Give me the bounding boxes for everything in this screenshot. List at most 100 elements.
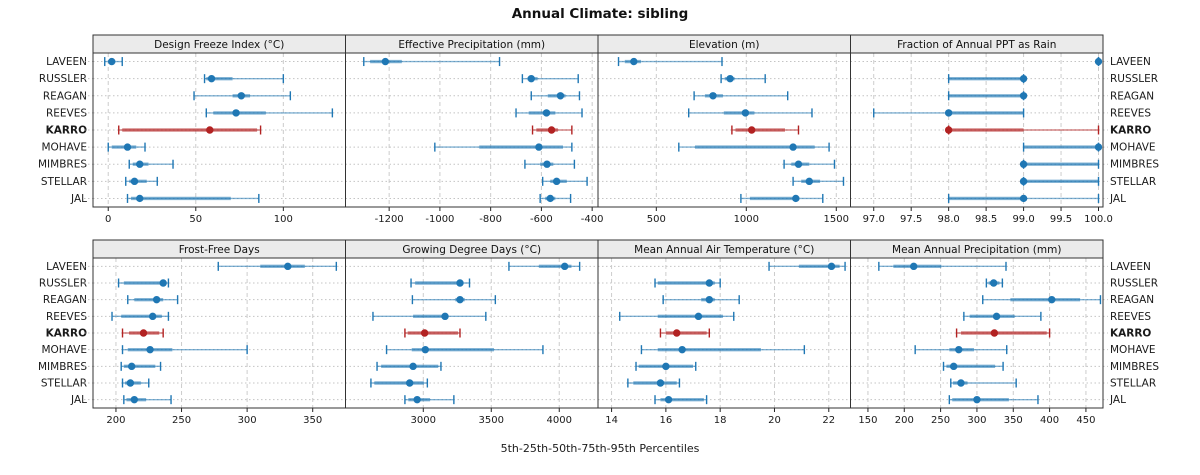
median-dot <box>543 160 551 168</box>
median-dot <box>136 194 144 203</box>
errorbar-reeves <box>619 311 735 321</box>
errorbar-jal <box>948 395 1039 405</box>
errorbar-mohave <box>121 345 248 355</box>
median-dot <box>405 379 414 387</box>
errorbar-karro <box>118 125 262 135</box>
plot-area <box>345 258 598 408</box>
station-label-right: LAVEEN <box>1110 56 1151 68</box>
median-dot <box>552 177 561 186</box>
median-dot <box>1094 143 1103 151</box>
errorbar-mimbres <box>524 159 576 169</box>
median-dot <box>910 262 918 271</box>
x-tick-label: 350 <box>303 415 322 426</box>
median-dot <box>747 126 756 134</box>
median-dot <box>420 329 429 337</box>
x-axis-caption: 5th-25th-50th-75th-95th Percentiles <box>500 442 700 455</box>
errorbar-mimbres <box>120 361 162 371</box>
errorbar-reagan <box>982 295 1102 305</box>
median-dot <box>662 362 670 371</box>
errorbar-stellar <box>792 176 845 186</box>
median-dot <box>284 262 292 271</box>
median-dot <box>1019 92 1028 100</box>
median-dot <box>705 279 714 287</box>
errorbar-karro <box>404 328 461 338</box>
station-label-right: KARRO <box>1110 125 1151 137</box>
station-label-left: JAL <box>70 394 87 406</box>
errorbar-karro <box>731 125 800 135</box>
station-label-left: STELLAR <box>41 176 87 188</box>
station-label-left: REAGAN <box>43 90 87 102</box>
median-dot <box>709 92 717 100</box>
median-dot <box>794 160 803 168</box>
errorbar-russler <box>521 74 579 84</box>
panel-title: Mean Annual Precipitation (mm) <box>892 244 1061 256</box>
median-dot <box>955 345 963 354</box>
station-label-right: LAVEEN <box>1110 261 1151 273</box>
errorbar-stellar <box>125 176 158 186</box>
median-dot <box>206 126 214 134</box>
median-dot <box>630 57 638 66</box>
errorbar-laveen <box>217 261 338 271</box>
x-tick-label: 350 <box>1004 415 1023 426</box>
median-dot <box>1019 74 1028 83</box>
median-dot <box>546 194 554 203</box>
station-label-right: MIMBRES <box>1110 159 1159 171</box>
plot-area <box>598 53 851 207</box>
median-dot <box>990 329 999 337</box>
station-label-right: MOHAVE <box>1110 344 1156 356</box>
errorbar-russler <box>203 74 285 84</box>
panel-mean-annual-air-temperature-c-: 14 16 18 20 22 Mean Annual Air Temperature (°… <box>597 239 851 426</box>
median-dot <box>136 160 144 168</box>
panel-title: Growing Degree Days (°C) <box>402 244 541 256</box>
median-dot <box>456 295 464 304</box>
panel-title: Design Freeze Index (°C) <box>154 39 284 51</box>
median-dot <box>146 345 154 354</box>
x-tick-label: -1000 <box>425 214 454 225</box>
errorbar-mohave <box>434 142 573 152</box>
figure-title: Annual Climate: sibling <box>511 6 689 22</box>
errorbar-reagan <box>530 91 581 101</box>
x-tick-label: 3000 <box>411 415 436 426</box>
median-dot <box>237 92 246 100</box>
x-tick-label: 500 <box>647 214 666 225</box>
errorbar-reagan <box>193 91 292 101</box>
x-tick-label: 100.0 <box>1084 214 1113 225</box>
station-label-left: MIMBRES <box>38 361 87 373</box>
x-tick-label: 97.0 <box>863 214 885 225</box>
median-dot <box>409 362 417 371</box>
median-dot <box>123 143 132 151</box>
median-dot <box>673 329 681 337</box>
x-tick-label: 200 <box>106 415 125 426</box>
x-tick-label: 400 <box>1040 415 1059 426</box>
x-tick-label: 150 <box>858 415 877 426</box>
station-label-left: LAVEEN <box>46 261 87 273</box>
x-tick-label: 1500 <box>824 214 849 225</box>
median-dot <box>792 194 800 203</box>
station-label-right: REAGAN <box>1110 294 1154 306</box>
plot-area <box>598 258 851 408</box>
errorbar-russler <box>117 278 170 288</box>
errorbar-mimbres <box>942 361 1004 371</box>
errorbar-russler <box>985 278 1004 288</box>
panel-header <box>850 239 1104 259</box>
errorbar-russler <box>720 74 766 84</box>
median-dot <box>139 329 148 337</box>
station-label-left: MOHAVE <box>41 142 87 154</box>
panel-growing-degree-days-c-: 3000 3500 4000 Growing Degree Days (°C) <box>345 239 599 426</box>
median-dot <box>1048 295 1056 304</box>
median-dot <box>944 126 953 134</box>
median-dot <box>535 143 543 151</box>
station-label-right: STELLAR <box>1110 176 1156 188</box>
errorbar-stellar <box>121 378 150 388</box>
panel-effective-precipitation-mm-: -1200 -1000 -800 -600 -400 Effective Precipit… <box>345 34 604 225</box>
median-dot <box>973 395 981 404</box>
errorbar-reagan <box>411 295 497 305</box>
panel-design-freeze-index-c-: 0 50 100 Design Freeze Index (°C) <box>92 34 346 225</box>
median-dot <box>1019 177 1028 186</box>
x-tick-label: 20 <box>768 415 781 426</box>
station-label-left: MIMBRES <box>38 159 87 171</box>
errorbar-reagan <box>947 91 1028 101</box>
errorbar-jal <box>404 395 455 405</box>
median-dot <box>207 74 216 83</box>
